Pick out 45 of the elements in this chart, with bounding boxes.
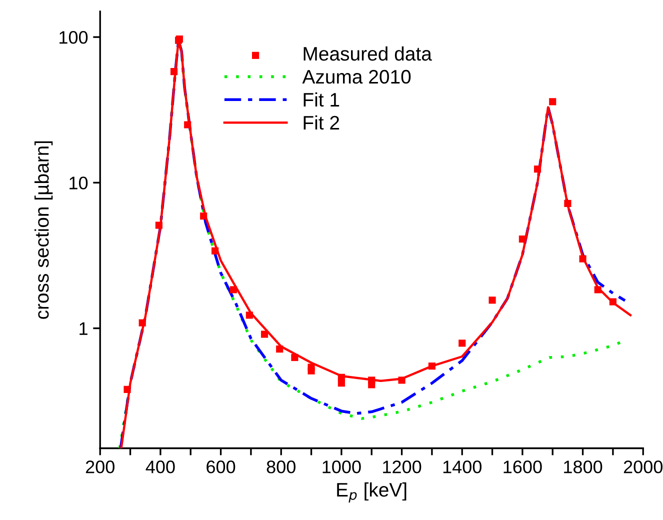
x-tick-label: 1200 bbox=[383, 460, 422, 474]
x-tick-label: 200 bbox=[86, 460, 114, 474]
point bbox=[368, 381, 376, 388]
point bbox=[260, 330, 268, 338]
point bbox=[488, 296, 496, 304]
legend-label: Fit 1 bbox=[304, 92, 340, 107]
point bbox=[338, 380, 345, 387]
x-tick-label: 1800 bbox=[564, 460, 602, 474]
point bbox=[308, 367, 315, 374]
point bbox=[200, 212, 208, 220]
legend-label: Measured data bbox=[304, 46, 432, 61]
point bbox=[124, 386, 131, 394]
point bbox=[138, 319, 146, 326]
legend-label: Fit 2 bbox=[304, 115, 340, 130]
point bbox=[428, 362, 436, 370]
x-tick-label: 800 bbox=[266, 460, 296, 474]
point bbox=[291, 354, 298, 362]
x-tick-label: 1400 bbox=[443, 460, 482, 474]
point bbox=[518, 236, 526, 243]
point bbox=[549, 98, 556, 106]
point bbox=[579, 255, 586, 262]
point bbox=[246, 312, 253, 319]
y-tick-label: 1 bbox=[80, 322, 88, 335]
y-tick-label: 10 bbox=[70, 176, 88, 190]
point bbox=[184, 121, 192, 128]
y-axis-title: cross section [µbarn] bbox=[34, 141, 53, 319]
point bbox=[212, 247, 219, 254]
point bbox=[155, 222, 162, 229]
x-axis-title: E$_{p}$ [keV] bbox=[337, 482, 406, 503]
x-tick-label: 1000 bbox=[322, 460, 361, 474]
point bbox=[534, 166, 542, 173]
point bbox=[398, 376, 406, 384]
point bbox=[458, 340, 466, 347]
x-tick-label: 600 bbox=[206, 460, 236, 474]
x-tick-label: 1600 bbox=[504, 460, 542, 474]
point bbox=[230, 286, 237, 294]
x-tick-label: 2000 bbox=[624, 460, 662, 474]
x-tick-label: 400 bbox=[146, 460, 175, 474]
point bbox=[564, 200, 572, 207]
point bbox=[609, 298, 616, 306]
point bbox=[276, 346, 284, 353]
y-tick-label: 100 bbox=[60, 31, 88, 44]
point bbox=[170, 68, 178, 76]
point bbox=[594, 286, 602, 294]
legend-label: Azuma 2010 bbox=[302, 70, 411, 84]
